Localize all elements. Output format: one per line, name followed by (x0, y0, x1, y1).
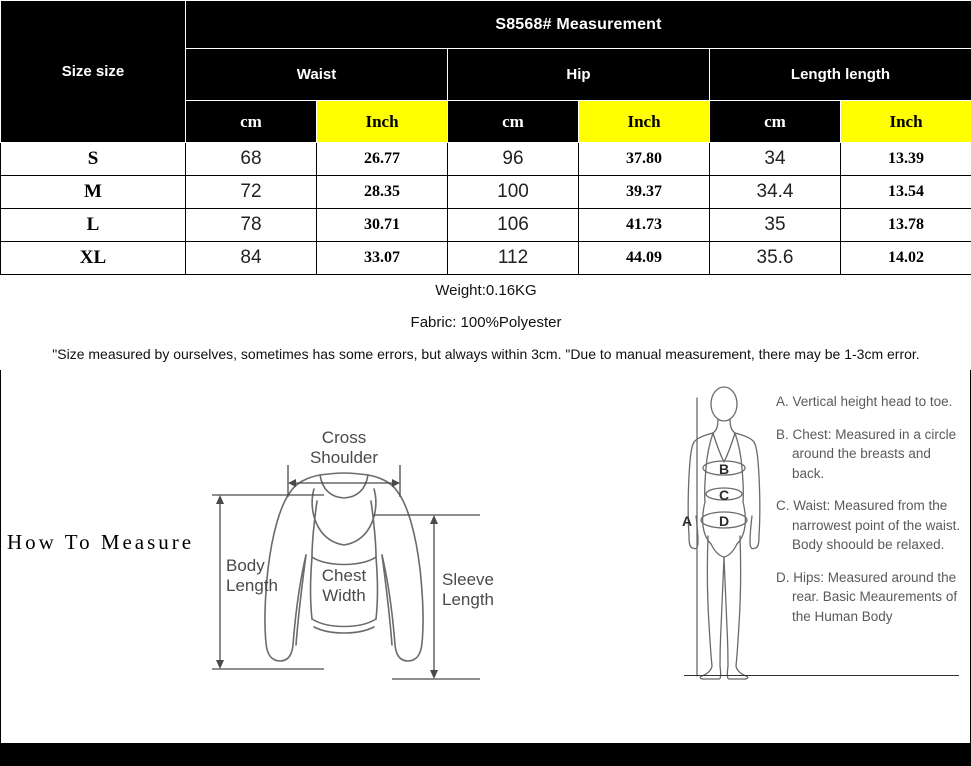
disclaimer-row: "Size measured by ourselves, sometimes h… (0, 338, 971, 370)
body-marker-b: B (719, 461, 729, 477)
arrow-up-sleeve-length (430, 515, 438, 524)
cell-waist-inch: 30.71 (316, 208, 448, 242)
arrow-down-body-length (216, 660, 224, 669)
row-size-label: XL (0, 241, 186, 275)
cell-length-cm: 35 (709, 208, 841, 242)
label-sleeve-length-line1: Sleeve (442, 570, 494, 589)
cell-length-cm: 34.4 (709, 175, 841, 209)
unit-header-length-inch: Inch (839, 100, 971, 143)
size-size-header: Size size (0, 0, 186, 143)
legend-item-b: B. Chest: Measured in a circle around th… (776, 426, 957, 481)
cell-waist-cm: 72 (185, 175, 317, 209)
cell-waist-cm: 78 (185, 208, 317, 242)
row-size-label: M (0, 175, 186, 209)
group-header-hip: Hip (447, 48, 710, 101)
group-header-row: Waist Hip Length length (1, 48, 971, 101)
cell-hip-inch: 37.80 (578, 142, 710, 176)
label-body-length-line1: Body (226, 556, 265, 575)
unit-header-waist-cm: cm (185, 100, 317, 143)
body-marker-c: C (719, 487, 729, 503)
cell-length-inch: 13.39 (839, 142, 971, 176)
label-sleeve-length-line2: Length (442, 590, 494, 609)
measurement-table: Size size S8568# Measurement Waist Hip L… (0, 0, 971, 370)
unit-header-row: cm Inch cm Inch cm Inch (1, 100, 971, 143)
how-to-measure-heading: How To Measure (7, 530, 195, 554)
arrow-down-sleeve-length (430, 670, 438, 679)
arrow-right-cross-shoulder (392, 479, 400, 487)
disclaimer-note: "Size measured by ourselves, sometimes h… (0, 338, 971, 370)
cell-waist-cm: 84 (185, 241, 317, 275)
fabric-row: Fabric: 100%Polyester (0, 306, 971, 339)
garment-diagram: Cross Shoulder Body Length Chest Width (196, 405, 496, 730)
arrow-up-body-length (216, 495, 224, 504)
legend-item-a: A. Vertical height head to toe. (776, 394, 953, 409)
group-header-waist: Waist (185, 48, 448, 101)
cell-length-cm: 35.6 (709, 241, 841, 275)
measurement-title: S8568# Measurement (184, 0, 971, 49)
row-size-label: S (0, 142, 186, 176)
label-cross-shoulder-line1: Cross (322, 428, 366, 447)
table-row: M 72 28.35 100 39.37 34.4 13.54 (0, 175, 971, 209)
human-body-svg: A B C D (682, 386, 761, 680)
body-marker-a: A (682, 513, 692, 529)
human-body-diagram: A B C D (669, 384, 779, 689)
garment-svg: Cross Shoulder Body Length Chest Width (212, 428, 494, 680)
cell-hip-inch: 44.09 (578, 241, 710, 275)
measurement-legend: A. Vertical height head to toe. B. Chest… (776, 392, 966, 639)
body-marker-d: D (719, 513, 729, 529)
unit-header-hip-cm: cm (447, 100, 579, 143)
table-row: S 68 26.77 96 37.80 34 13.39 (0, 142, 971, 176)
table-row: XL 84 33.07 112 44.09 35.6 14.02 (0, 241, 971, 275)
cell-hip-inch: 39.37 (578, 175, 710, 209)
cell-length-inch: 13.78 (839, 208, 971, 242)
how-to-measure-panel: How To Measure (0, 370, 971, 744)
label-body-length-line2: Length (226, 576, 278, 595)
legend-divider (684, 675, 959, 676)
cell-hip-cm: 96 (447, 142, 579, 176)
cell-hip-cm: 106 (447, 208, 579, 242)
cell-length-cm: 34 (709, 142, 841, 176)
legend-item-c: C. Waist: Measured from the narrowest po… (776, 498, 961, 552)
label-chest-width-line2: Width (322, 586, 365, 605)
unit-header-waist-inch: Inch (316, 100, 448, 143)
row-size-label: L (0, 208, 186, 242)
cell-hip-cm: 100 (447, 175, 579, 209)
arrow-left-cross-shoulder (288, 479, 296, 487)
cell-waist-cm: 68 (185, 142, 317, 176)
fabric-note: Fabric: 100%Polyester (0, 306, 971, 339)
label-chest-width-line1: Chest (322, 566, 367, 585)
legend-item-d: D. Hips: Measured around the rear. Basic… (776, 569, 958, 624)
table-row: L 78 30.71 106 41.73 35 13.78 (0, 208, 971, 242)
cell-hip-cm: 112 (447, 241, 579, 275)
unit-header-length-cm: cm (709, 100, 841, 143)
weight-row: Weight:0.16KG (0, 274, 971, 307)
cell-length-inch: 14.02 (839, 241, 971, 275)
weight-note: Weight:0.16KG (0, 274, 971, 307)
cell-waist-inch: 28.35 (316, 175, 448, 209)
cell-waist-inch: 26.77 (316, 142, 448, 176)
cell-hip-inch: 41.73 (578, 208, 710, 242)
label-cross-shoulder-line2: Shoulder (310, 448, 378, 467)
table-title-row: Size size S8568# Measurement (0, 0, 971, 143)
cell-length-inch: 13.54 (839, 175, 971, 209)
group-header-length: Length length (708, 48, 971, 101)
unit-header-hip-inch: Inch (578, 100, 710, 143)
cell-waist-inch: 33.07 (316, 241, 448, 275)
